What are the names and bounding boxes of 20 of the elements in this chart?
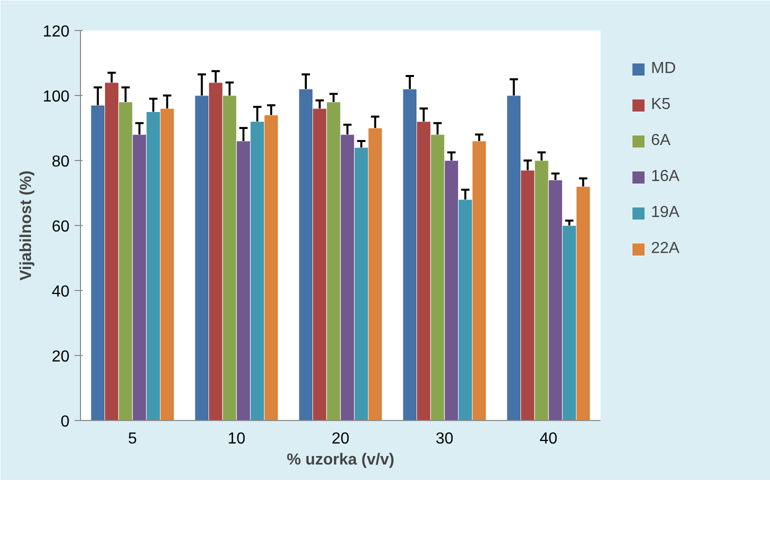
legend-label: 22A <box>651 240 680 258</box>
y-tick-label: 100 <box>42 88 70 106</box>
y-tick-label: 60 <box>52 218 70 236</box>
x-axis-title: % uzorka (v/v) <box>286 452 394 468</box>
x-tick-label: 20 <box>332 430 350 448</box>
x-tick-label: 5 <box>128 430 138 448</box>
legend-label: 19A <box>651 204 680 222</box>
legend-label: 16A <box>651 168 680 186</box>
x-tick-label: 10 <box>228 430 246 448</box>
y-tick-label: 40 <box>52 284 70 300</box>
legend-label: 6A <box>651 132 672 150</box>
y-tick-label: 20 <box>52 348 70 366</box>
x-tick-label: 40 <box>540 430 558 448</box>
y-tick-label: 80 <box>52 154 70 170</box>
legend-label: MD <box>651 60 677 78</box>
legend-label: K5 <box>651 96 672 114</box>
y-tick-label: 0 <box>60 414 70 430</box>
y-tick-label: 120 <box>42 24 70 40</box>
x-tick-label: 30 <box>436 430 454 448</box>
y-axis-title: Vijabilnost (%) <box>18 170 35 280</box>
